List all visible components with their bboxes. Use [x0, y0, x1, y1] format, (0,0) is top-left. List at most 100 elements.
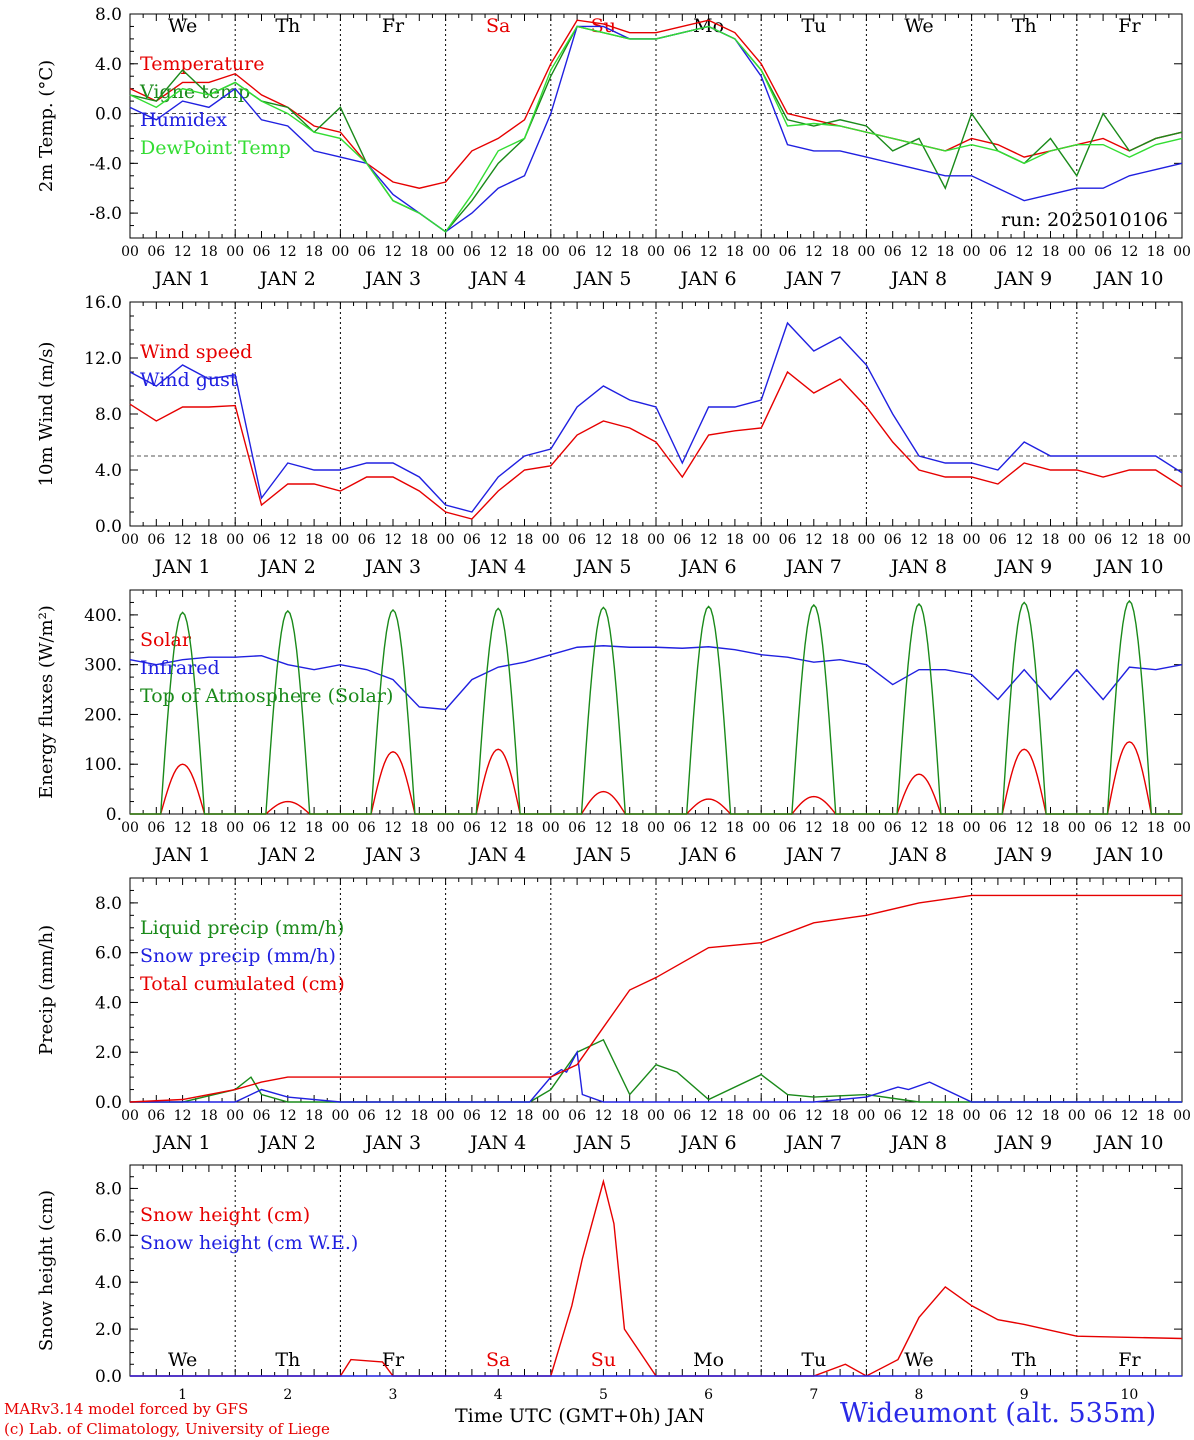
hour-label: 00 [963, 1108, 981, 1124]
y-tick-label: -4.0 [89, 154, 122, 174]
weekday-label: Th [1012, 15, 1037, 37]
hour-label: 18 [1147, 1108, 1165, 1124]
legend-entry: Wind gust [140, 369, 238, 391]
hour-label: 06 [1094, 244, 1112, 260]
hour-label: 00 [647, 244, 665, 260]
day-number: 6 [704, 1387, 713, 1403]
hour-label: 00 [121, 820, 139, 836]
hour-label: 18 [516, 244, 534, 260]
hour-label: 12 [174, 820, 192, 836]
weekday-label: Tu [801, 1349, 826, 1371]
hour-label: 18 [200, 532, 218, 548]
date-label: JAN 6 [679, 1132, 737, 1154]
date-label: JAN 7 [784, 268, 842, 290]
weekday-label: We [904, 1349, 933, 1371]
y-tick-label: 200. [84, 705, 122, 725]
y-tick-label: 2.0 [95, 1043, 122, 1063]
day-number: 1 [178, 1387, 187, 1403]
hour-label: 06 [568, 820, 586, 836]
hour-label: 06 [253, 244, 271, 260]
hour-label: 00 [437, 820, 455, 836]
hour-label: 06 [989, 820, 1007, 836]
hour-label: 00 [542, 532, 560, 548]
date-label: JAN 10 [1093, 844, 1163, 866]
hour-label: 18 [305, 532, 323, 548]
date-label: JAN 8 [889, 556, 947, 578]
date-label: JAN 9 [994, 1132, 1052, 1154]
hour-label: 00 [752, 532, 770, 548]
weekday-label: Mo [693, 1349, 724, 1371]
hour-label: 06 [463, 244, 481, 260]
y-tick-label: 0.0 [95, 105, 122, 125]
hour-label: 00 [1068, 1108, 1086, 1124]
date-label: JAN 4 [468, 268, 526, 290]
hour-label: 06 [673, 244, 691, 260]
legend-entry: Total cumulated (cm) [140, 973, 345, 995]
hour-label: 12 [805, 532, 823, 548]
hour-label: 06 [147, 532, 165, 548]
hour-label: 00 [226, 820, 244, 836]
hour-label: 00 [647, 532, 665, 548]
hour-label: 12 [279, 532, 297, 548]
y-axis-title: Precip (mm/h) [36, 925, 57, 1055]
date-label: JAN 3 [363, 844, 421, 866]
date-label: JAN 7 [784, 1132, 842, 1154]
hour-label: 12 [1015, 820, 1033, 836]
date-label: JAN 3 [363, 268, 421, 290]
hour-label: 12 [1015, 532, 1033, 548]
date-label: JAN 10 [1093, 268, 1163, 290]
hour-label: 00 [121, 244, 139, 260]
date-label: JAN 1 [153, 268, 211, 290]
day-number: 3 [389, 1387, 398, 1403]
hour-label: 06 [779, 532, 797, 548]
hour-label: 12 [910, 1108, 928, 1124]
hour-label: 06 [253, 1108, 271, 1124]
hour-label: 12 [805, 1108, 823, 1124]
hour-label: 06 [1094, 532, 1112, 548]
hour-label: 06 [253, 532, 271, 548]
model-credit: MARv3.14 model forced by GFS [4, 1400, 249, 1418]
hour-label: 12 [174, 532, 192, 548]
run-annotation: run: 2025010106 [1001, 209, 1168, 231]
series-line [129, 321, 1183, 513]
hour-label: 00 [542, 1108, 560, 1124]
series-line [129, 645, 1183, 711]
date-label: JAN 7 [784, 556, 842, 578]
legend-entry: Top of Atmosphere (Solar) [140, 685, 393, 707]
hour-label: 12 [700, 1108, 718, 1124]
hour-label: 06 [884, 532, 902, 548]
hour-label: 06 [463, 820, 481, 836]
hour-label: 06 [673, 532, 691, 548]
date-label: JAN 1 [153, 556, 211, 578]
y-tick-label: 8.0 [95, 5, 122, 25]
y-tick-label: 400. [84, 606, 122, 626]
lab-credit: (c) Lab. of Climatology, University of L… [4, 1420, 330, 1438]
hour-label: 12 [489, 820, 507, 836]
hour-label: 12 [384, 244, 402, 260]
date-label: JAN 10 [1093, 556, 1163, 578]
y-tick-label: 6.0 [95, 944, 122, 964]
hour-label: 18 [516, 532, 534, 548]
date-label: JAN 4 [468, 556, 526, 578]
hour-label: 00 [752, 820, 770, 836]
hour-label: 12 [594, 820, 612, 836]
hour-label: 00 [857, 820, 875, 836]
hour-label: 06 [1094, 1108, 1112, 1124]
y-tick-label: 8.0 [95, 1179, 122, 1199]
weekday-label: We [904, 15, 933, 37]
hour-label: 06 [358, 820, 376, 836]
day-number: 4 [494, 1387, 503, 1403]
hour-label: 06 [568, 1108, 586, 1124]
date-label: JAN 8 [889, 844, 947, 866]
y-tick-label: 12.0 [84, 349, 122, 369]
hour-label: 12 [700, 244, 718, 260]
date-label: JAN 1 [153, 844, 211, 866]
hour-label: 00 [963, 532, 981, 548]
legend-entry: Liquid precip (mm/h) [140, 917, 344, 939]
hour-label: 00 [1068, 820, 1086, 836]
hour-label: 12 [384, 1108, 402, 1124]
hour-label: 12 [805, 244, 823, 260]
date-label: JAN 3 [363, 556, 421, 578]
hour-label: 12 [279, 244, 297, 260]
y-tick-label: 4.0 [95, 1273, 122, 1293]
